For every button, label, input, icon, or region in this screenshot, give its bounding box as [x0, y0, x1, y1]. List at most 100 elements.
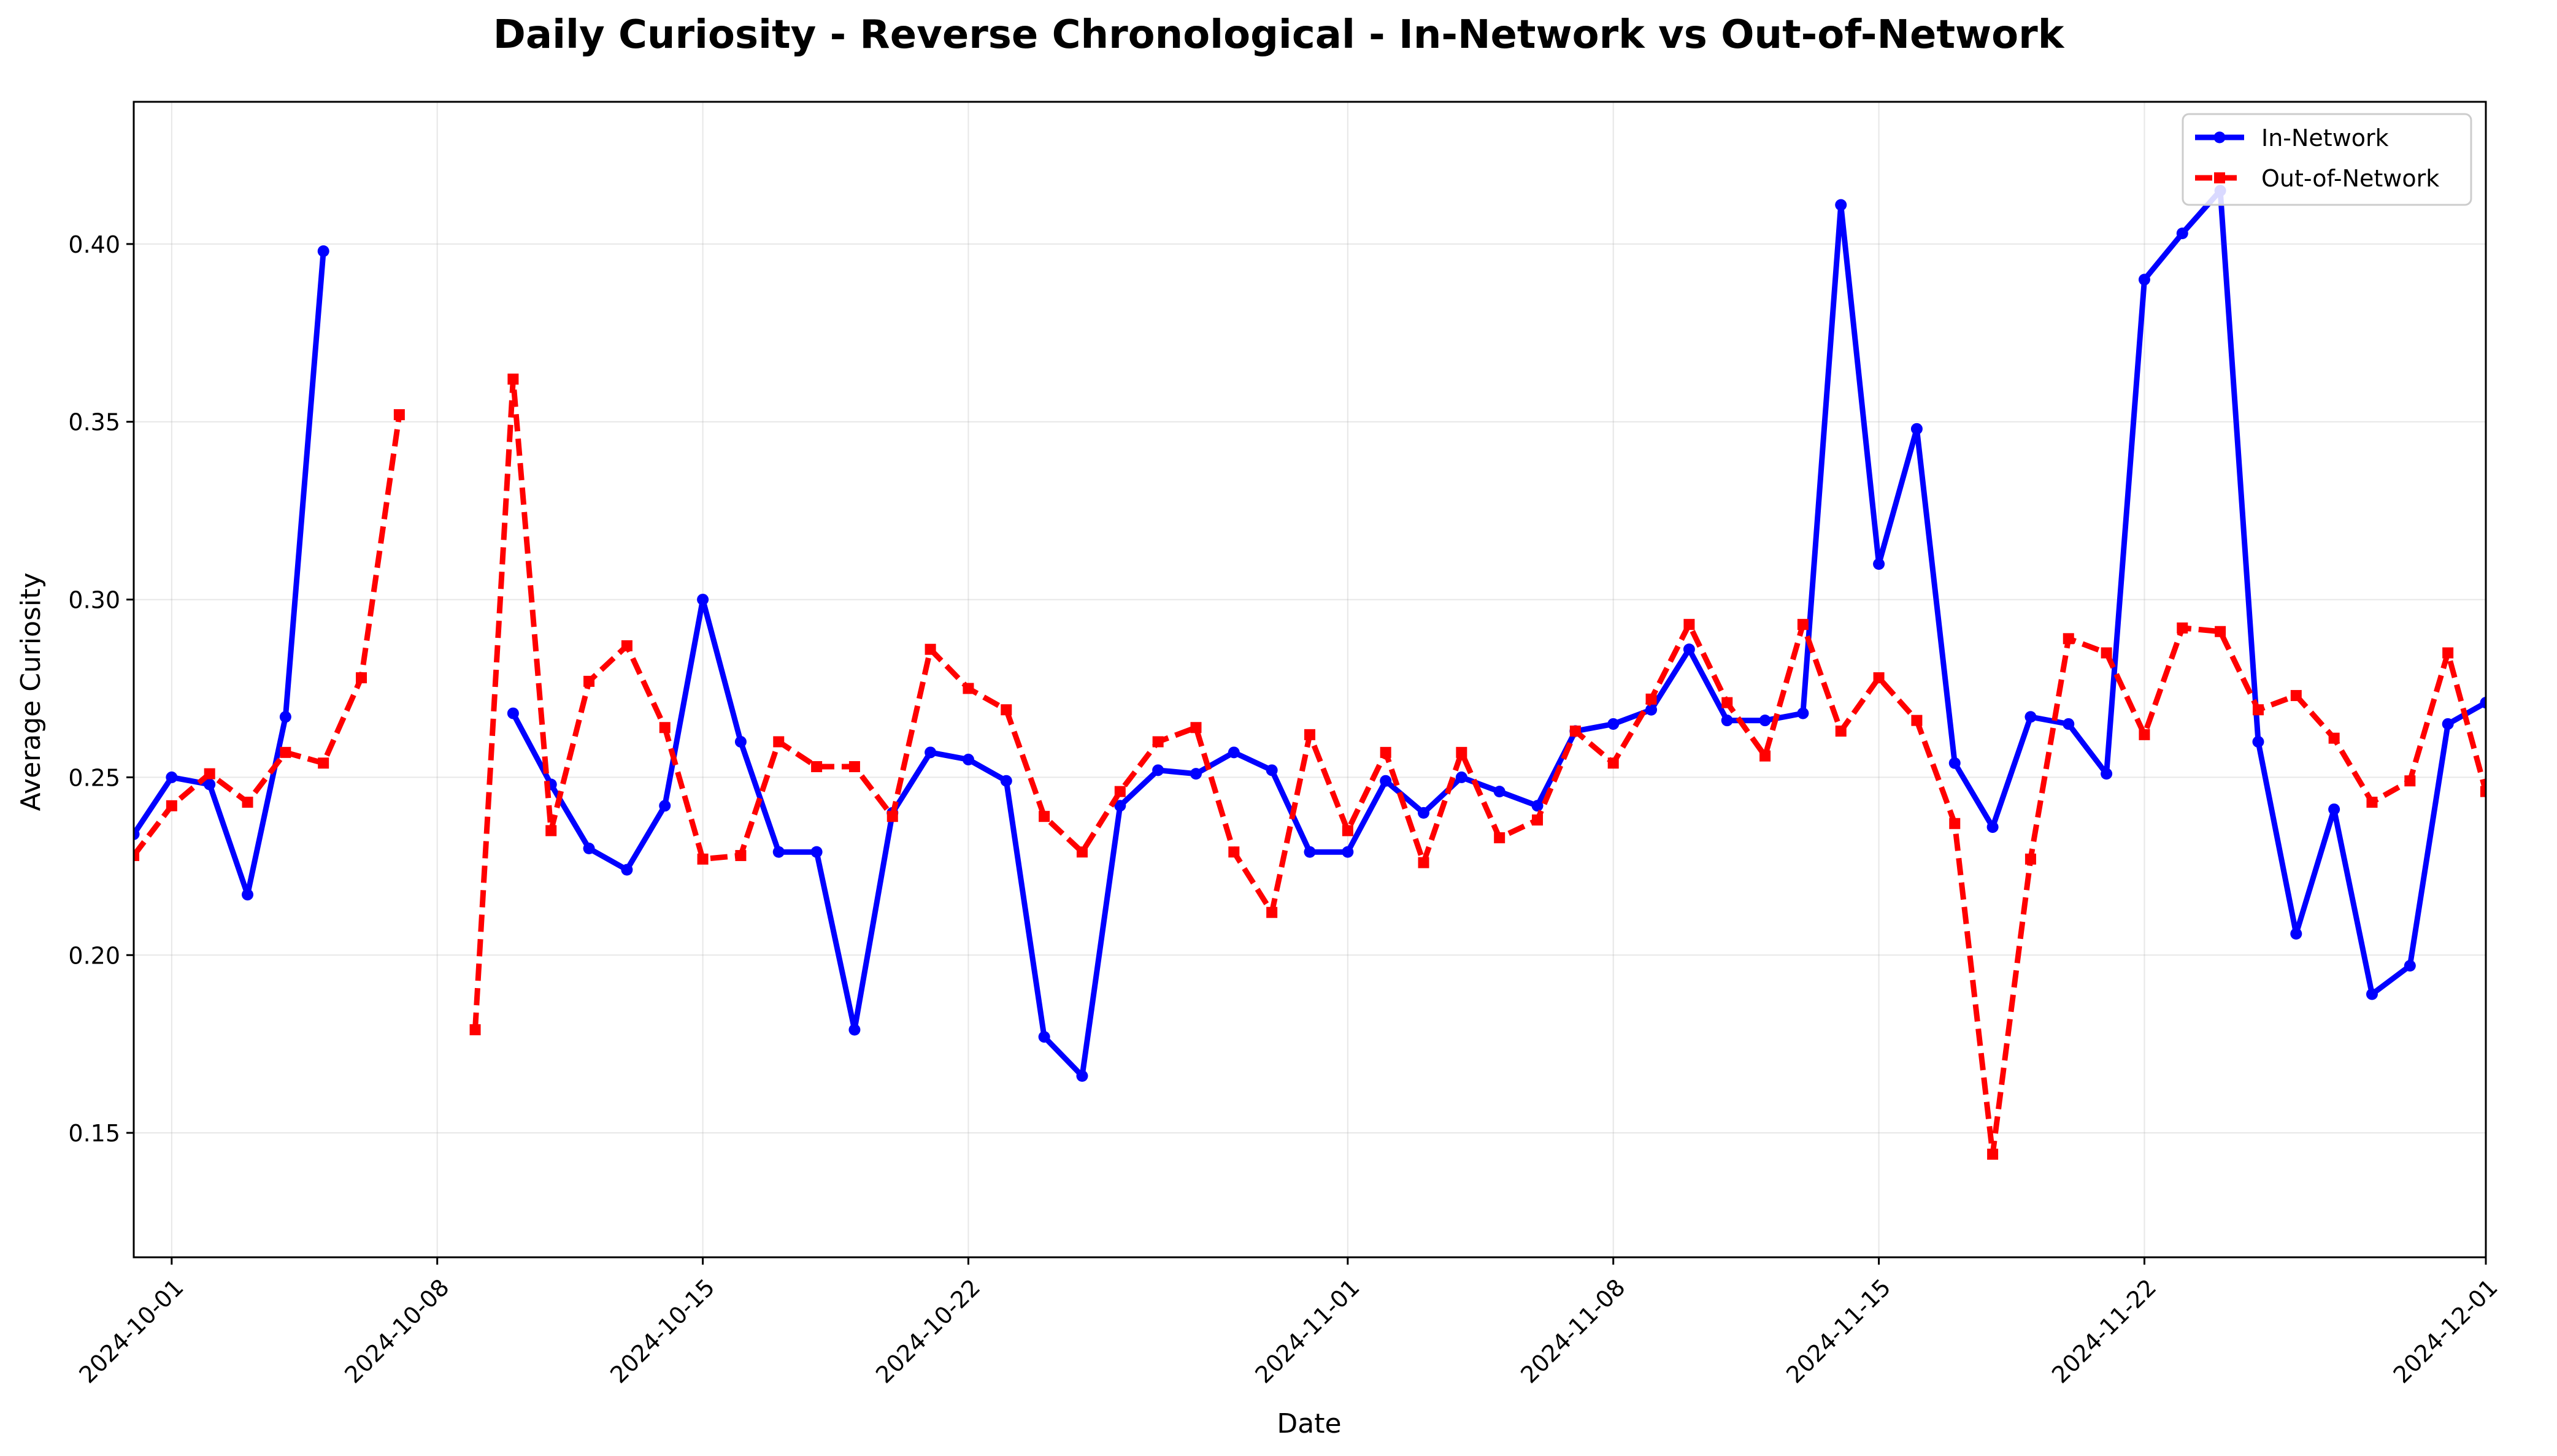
data-point-in-network	[1342, 846, 1354, 858]
series-out-of-network	[134, 374, 2486, 1160]
data-point-out-of-network	[1911, 715, 1923, 726]
data-point-in-network	[204, 778, 216, 791]
data-point-out-of-network	[1987, 1148, 1999, 1160]
data-point-out-of-network	[2024, 853, 2036, 865]
y-tick-label: 0.40	[68, 231, 120, 258]
data-point-in-network	[2328, 803, 2340, 816]
data-point-out-of-network	[1228, 846, 1240, 858]
data-point-in-network	[1797, 707, 1809, 719]
data-point-out-of-network	[659, 722, 671, 734]
data-point-out-of-network	[469, 1024, 481, 1035]
data-point-out-of-network	[1304, 729, 1315, 740]
series-layer	[134, 185, 2486, 1160]
data-point-in-network	[2442, 718, 2454, 730]
data-point-in-network	[2480, 697, 2486, 709]
y-tick-label: 0.20	[68, 942, 120, 969]
plot-frame	[133, 101, 2487, 1259]
data-point-out-of-network	[886, 811, 898, 822]
data-point-in-network	[2024, 711, 2037, 723]
data-point-in-network	[1493, 786, 1505, 798]
data-point-out-of-network	[356, 672, 367, 684]
data-point-out-of-network	[507, 374, 519, 385]
data-point-out-of-network	[2442, 647, 2454, 659]
data-point-out-of-network	[963, 683, 974, 694]
data-point-in-network	[1304, 846, 1316, 858]
data-point-in-network	[2252, 735, 2264, 748]
data-point-out-of-network	[2328, 732, 2340, 744]
data-point-in-network	[1000, 775, 1012, 787]
data-point-out-of-network	[1494, 832, 1505, 843]
data-point-in-network	[279, 711, 291, 723]
data-point-out-of-network	[1759, 750, 1771, 762]
data-point-in-network	[1721, 715, 1733, 727]
data-point-out-of-network	[697, 853, 709, 865]
legend-marker-in-network	[2213, 131, 2226, 144]
legend: In-Network Out-of-Network	[2182, 113, 2472, 206]
data-point-out-of-network	[1380, 746, 1391, 758]
data-point-out-of-network	[1721, 697, 1733, 708]
data-point-out-of-network	[1835, 726, 1847, 737]
data-point-in-network	[2063, 718, 2075, 730]
data-point-in-network	[1266, 764, 1278, 776]
data-point-in-network	[1190, 768, 1202, 780]
data-point-in-network	[2404, 960, 2416, 972]
data-point-in-network	[1873, 558, 1885, 570]
data-point-out-of-network	[2252, 704, 2264, 716]
data-point-in-network	[848, 1024, 861, 1036]
data-point-in-network	[1418, 807, 1430, 819]
data-point-out-of-network	[134, 849, 139, 861]
data-point-out-of-network	[735, 849, 747, 861]
data-point-out-of-network	[2139, 729, 2150, 740]
data-point-out-of-network	[1607, 757, 1619, 769]
data-point-in-network	[1986, 821, 1999, 833]
data-point-in-network	[962, 753, 974, 765]
data-point-in-network	[1835, 199, 1847, 211]
data-point-out-of-network	[2366, 796, 2378, 808]
data-point-in-network	[810, 846, 823, 858]
data-point-in-network	[242, 889, 254, 901]
data-point-in-network	[772, 846, 785, 858]
data-point-out-of-network	[1418, 857, 1429, 868]
legend-marker-out-of-network	[2214, 172, 2225, 183]
data-point-in-network	[1683, 643, 1695, 656]
data-point-out-of-network	[1683, 619, 1695, 630]
data-point-in-network	[925, 746, 937, 759]
data-point-in-network	[2101, 768, 2113, 780]
data-point-in-network	[1114, 800, 1126, 812]
data-point-in-network	[734, 735, 747, 748]
data-point-out-of-network	[925, 643, 936, 655]
data-point-out-of-network	[1190, 722, 1202, 734]
data-point-in-network	[1228, 746, 1240, 759]
data-point-out-of-network	[1342, 825, 1353, 837]
data-point-out-of-network	[2480, 786, 2486, 797]
y-tick-label: 0.15	[68, 1120, 120, 1147]
data-point-in-network	[1455, 771, 1467, 783]
data-point-in-network	[1531, 800, 1544, 812]
data-point-out-of-network	[1001, 704, 1012, 716]
data-point-out-of-network	[1532, 814, 1544, 826]
data-point-in-network	[2138, 274, 2150, 286]
data-point-out-of-network	[811, 761, 823, 773]
data-point-in-network	[317, 245, 329, 257]
data-point-out-of-network	[2404, 775, 2416, 787]
data-point-out-of-network	[1873, 672, 1885, 684]
data-point-in-network	[1038, 1031, 1050, 1043]
series-line-out-of-network	[134, 376, 2486, 1157]
chart-title: Daily Curiosity - Reverse Chronological …	[493, 12, 2065, 58]
data-point-out-of-network	[2215, 626, 2226, 637]
data-point-out-of-network	[1645, 693, 1657, 705]
x-axis-label: Date	[1277, 1408, 1341, 1439]
data-point-out-of-network	[1266, 906, 1278, 918]
legend-label-out-of-network: Out-of-Network	[2261, 165, 2439, 192]
data-point-in-network	[1645, 703, 1658, 716]
data-point-out-of-network	[1569, 726, 1581, 737]
data-point-out-of-network	[621, 640, 633, 651]
data-point-out-of-network	[2290, 690, 2302, 702]
data-point-out-of-network	[204, 768, 215, 780]
data-point-in-network	[2176, 227, 2188, 239]
legend-label-in-network: In-Network	[2261, 125, 2389, 151]
data-point-out-of-network	[1114, 786, 1126, 797]
data-point-in-network	[507, 707, 519, 719]
